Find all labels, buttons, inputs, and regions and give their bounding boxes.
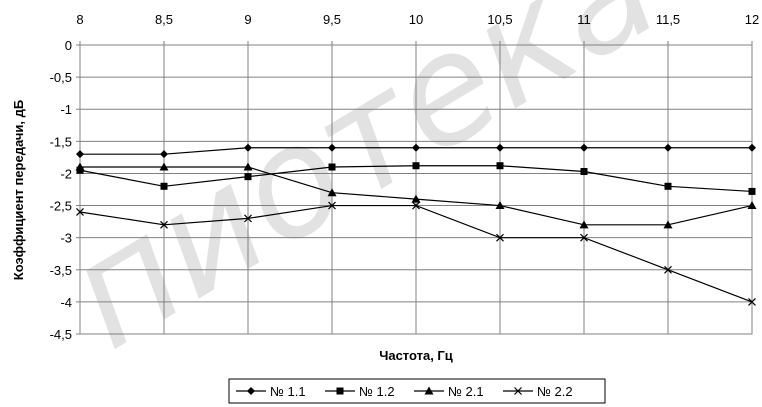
x-tick-label: 9	[244, 12, 251, 27]
y-tick-label: -2	[60, 166, 72, 181]
data-point	[244, 214, 252, 223]
data-point	[411, 194, 421, 203]
legend-item: № 1.1	[236, 384, 306, 399]
legend-marker	[424, 386, 434, 395]
data-point	[495, 201, 505, 210]
y-tick-label: -2,5	[50, 199, 72, 214]
data-point	[160, 150, 168, 159]
series-3	[75, 162, 757, 229]
y-tick-label: 0	[65, 38, 72, 53]
legend-label: № 2.1	[448, 384, 484, 399]
x-tick-label: 8	[76, 12, 83, 27]
series-group	[75, 143, 757, 306]
data-point	[244, 143, 252, 152]
data-point	[748, 297, 756, 306]
y-tick-label: -1,5	[50, 134, 72, 149]
data-point	[160, 220, 168, 229]
legend-label: № 2.2	[537, 384, 573, 399]
x-tick-label: 9,5	[323, 12, 341, 27]
legend-marker	[514, 387, 522, 395]
x-axis: 8 8,5 9 9,5 10 10,5 11 11,5 12	[76, 12, 759, 45]
y-tick-label: -3	[60, 231, 72, 246]
data-point	[496, 162, 504, 170]
x-tick-label: 11,5	[656, 12, 680, 27]
legend-item: № 1.2	[325, 384, 395, 399]
data-point	[496, 233, 504, 242]
series-4	[76, 201, 756, 306]
data-point	[664, 143, 672, 152]
legend-item: № 2.2	[503, 384, 573, 399]
data-point	[244, 173, 252, 181]
data-point	[328, 143, 336, 152]
y-axis-title: Коэффициент передачи, дБ	[11, 100, 26, 280]
y-tick-label: -4,5	[50, 327, 72, 342]
data-point	[748, 143, 756, 152]
data-point	[76, 150, 84, 159]
y-axis: 0 -0,5 -1 -1,5 -2 -2,5 -3 -3,5 -4 -4,5	[50, 38, 80, 342]
data-point	[328, 201, 336, 210]
data-point	[75, 162, 85, 171]
x-tick-label: 10,5	[487, 12, 512, 27]
legend-marker	[247, 387, 255, 395]
x-tick-label: 11	[577, 12, 591, 27]
data-point	[412, 162, 420, 170]
y-tick-label: -3,5	[50, 263, 72, 278]
data-point	[747, 201, 757, 210]
data-point	[159, 162, 169, 171]
y-tick-label: -4	[60, 295, 72, 310]
legend: № 1.1 № 1.2 № 2.1 № 2.2	[228, 378, 606, 404]
data-point	[328, 163, 336, 171]
data-point	[663, 220, 673, 229]
data-point	[664, 182, 672, 190]
data-point	[580, 168, 588, 176]
x-tick-label: 8,5	[155, 12, 173, 27]
x-tick-label: 10	[409, 12, 423, 27]
data-point	[327, 188, 337, 197]
data-point	[243, 162, 253, 171]
data-point	[76, 208, 84, 216]
legend-label: № 1.1	[270, 384, 306, 399]
data-point	[579, 220, 589, 229]
data-point	[580, 233, 588, 242]
y-tick-label: -0,5	[50, 70, 72, 85]
data-point	[664, 265, 672, 274]
x-axis-title: Частота, Гц	[379, 348, 453, 363]
data-point	[412, 143, 420, 152]
data-point	[412, 201, 420, 210]
data-point	[580, 143, 588, 152]
legend-item: № 2.1	[414, 384, 484, 399]
series-1	[76, 143, 756, 159]
legend-marker	[336, 387, 344, 395]
data-point	[496, 143, 504, 152]
legend-label: № 1.2	[359, 384, 395, 399]
watermark: пиотека	[39, 0, 685, 383]
data-point	[748, 187, 756, 195]
x-tick-label: 12	[745, 12, 759, 27]
y-tick-label: -1	[60, 102, 72, 117]
data-point	[160, 182, 168, 190]
